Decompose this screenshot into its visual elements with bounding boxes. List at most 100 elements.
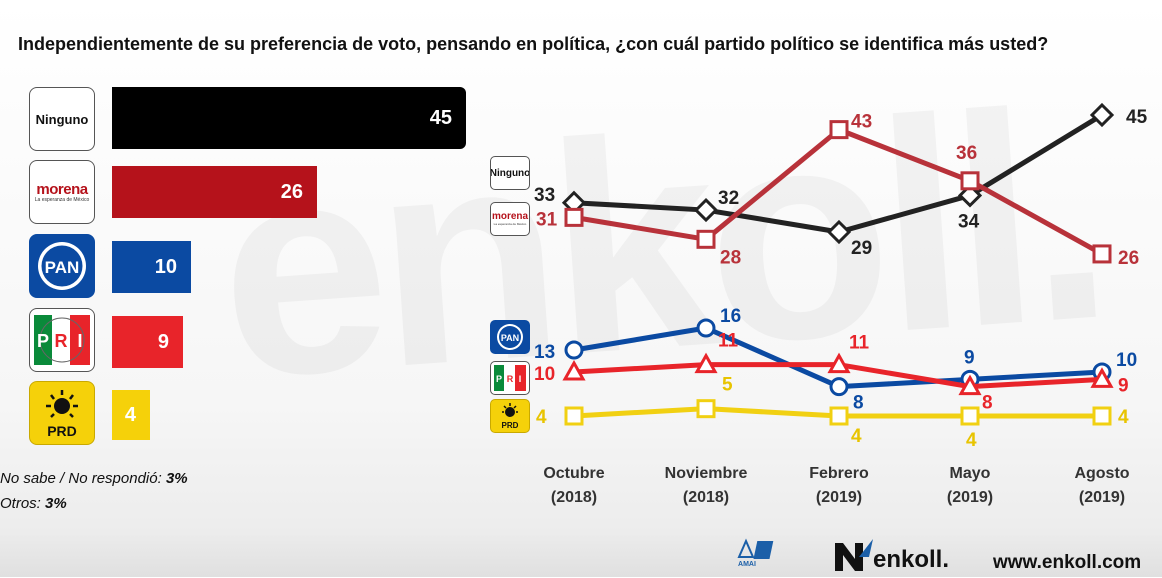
morena-logo: morena La esperanza de México <box>29 160 95 224</box>
marker-pri-2 <box>827 352 851 374</box>
x-tick-label-4: Agosto <box>1074 465 1129 482</box>
bar-ninguno: 45 <box>112 87 466 149</box>
bar-pan: 10 <box>112 241 191 293</box>
data-label-prd-2: 4 <box>851 426 862 447</box>
legend-morena: morena La esperanza de México <box>490 202 530 236</box>
footer-band <box>0 535 1162 577</box>
bar-pri: 9 <box>112 316 183 368</box>
data-label-morena-3: 36 <box>956 143 977 164</box>
legend-pri-icon: P R I <box>494 365 526 391</box>
footnote-no-sabe: No sabe / No respondió: 3% <box>0 470 188 487</box>
data-label-pri-0: 10 <box>534 364 555 385</box>
data-label-morena-4: 26 <box>1118 248 1139 269</box>
marker-ninguno-4 <box>1089 102 1115 128</box>
legend-pan-icon: PAN <box>497 324 523 350</box>
data-label-ninguno-3: 34 <box>958 211 980 232</box>
bar-value-morena: 26 <box>280 180 303 203</box>
legend-prd: PRD <box>490 399 530 433</box>
x-tick-sublabel-3: (2019) <box>947 489 993 506</box>
marker-morena-1 <box>696 229 716 249</box>
legend-prd-label: PRD <box>502 421 519 430</box>
no-sabe-label: No sabe / No respondió: <box>0 470 162 487</box>
x-tick-sublabel-2: (2019) <box>816 489 862 506</box>
marker-morena-0 <box>564 207 584 227</box>
marker-ninguno-1 <box>693 197 719 223</box>
legend-morena-sub: La esperanza de México <box>493 222 527 226</box>
morena-logo-sub: La esperanza de México <box>34 196 90 203</box>
legend-morena-label: morena <box>491 211 529 222</box>
x-tick-label-3: Mayo <box>950 465 991 482</box>
data-label-prd-3: 4 <box>966 430 977 451</box>
no-sabe-value: 3% <box>165 470 188 487</box>
bar-morena: 26 <box>112 166 317 218</box>
otros-value: 3% <box>45 495 67 512</box>
data-label-pan-4: 10 <box>1116 350 1137 371</box>
ninguno-logo-label: Ninguno <box>35 111 89 127</box>
data-label-morena-2: 43 <box>851 112 872 133</box>
prd-logo-icon: PRD <box>46 390 78 439</box>
marker-ninguno-3 <box>957 183 983 208</box>
chart-title: Independientemente de su preferencia de … <box>18 34 1049 54</box>
marker-prd-1 <box>696 399 716 419</box>
amai-logo-icon: AMAI <box>737 538 774 568</box>
x-tick-sublabel-1: (2018) <box>683 489 729 506</box>
x-tick-label-2: Febrero <box>809 465 869 482</box>
data-label-pan-1: 16 <box>720 306 741 327</box>
svg-text:P: P <box>37 331 49 351</box>
svg-text:R: R <box>55 331 68 351</box>
footnote-otros: Otros: 3% <box>0 495 67 512</box>
x-tick-label-0: Octubre <box>543 465 604 482</box>
amai-label: AMAI <box>738 561 756 568</box>
morena-logo-label: morena <box>36 180 88 198</box>
pan-logo-icon: PAN <box>38 242 86 290</box>
ninguno-logo: Ninguno <box>29 87 95 151</box>
data-label-pri-1: 11 <box>718 331 739 352</box>
legend-pan-label: PAN <box>501 333 519 343</box>
data-label-prd-0: 4 <box>536 407 547 428</box>
otros-label: Otros: <box>0 495 41 512</box>
marker-ninguno-2 <box>826 219 852 245</box>
x-tick-sublabel-0: (2018) <box>551 489 597 506</box>
svg-text:I: I <box>77 331 82 351</box>
marker-morena-2 <box>829 120 849 140</box>
marker-pri-4 <box>1090 367 1114 388</box>
legend-ninguno-label: Ninguno <box>490 167 530 179</box>
pan-logo-label: PAN <box>45 258 80 277</box>
legend-prd-icon: PRD <box>502 403 519 430</box>
x-tick-label-1: Noviembre <box>665 465 748 482</box>
bar-value-pri: 9 <box>157 330 169 353</box>
bar-value-pan: 10 <box>154 255 177 278</box>
prd-logo-label: PRD <box>47 423 77 439</box>
data-label-prd-1: 5 <box>722 375 733 396</box>
legend-pri: P R I <box>490 361 530 395</box>
data-label-morena-1: 28 <box>720 247 741 268</box>
data-label-pan-0: 13 <box>534 342 555 363</box>
svg-text:R: R <box>507 374 514 384</box>
legend-ninguno: Ninguno <box>490 156 530 190</box>
marker-pri-0 <box>562 359 586 381</box>
data-label-morena-0: 31 <box>536 209 558 230</box>
bar-value-prd: 4 <box>124 403 136 426</box>
marker-prd-3 <box>960 406 980 426</box>
marker-pan-0 <box>564 340 584 360</box>
marker-prd-0 <box>564 406 584 426</box>
marker-pan-2 <box>829 377 849 397</box>
marker-pri-3 <box>958 374 982 396</box>
enkoll-logo <box>833 537 875 578</box>
data-label-pan-2: 8 <box>853 393 864 414</box>
enkoll-logo-icon <box>835 539 873 571</box>
svg-text:P: P <box>496 374 502 384</box>
data-label-pri-2: 11 <box>849 333 870 354</box>
data-label-pri-3: 8 <box>982 393 993 414</box>
legend-pan: PAN <box>490 320 530 354</box>
data-label-pri-4: 9 <box>1118 375 1129 396</box>
data-label-ninguno-1: 32 <box>718 188 739 209</box>
amai-logo: AMAI <box>733 533 785 573</box>
marker-morena-3 <box>960 171 980 191</box>
svg-text:I: I <box>519 374 522 384</box>
marker-pri-1 <box>694 352 718 374</box>
data-label-ninguno-0: 33 <box>534 185 555 206</box>
footer-url[interactable]: www.enkoll.com <box>993 552 1142 573</box>
enkoll-brand: enkoll. <box>873 546 950 573</box>
